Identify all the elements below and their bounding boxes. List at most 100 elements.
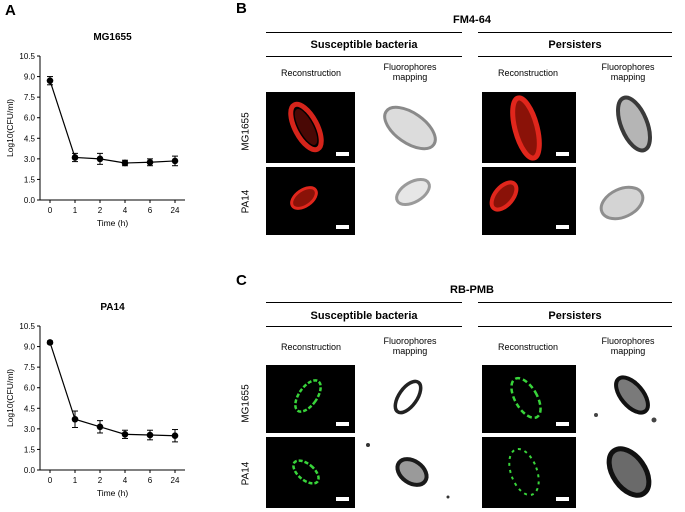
rule-b-right-2	[478, 56, 672, 57]
c-image-susceptible-pa14-recon	[266, 437, 355, 508]
panel-b-title: FM4-64	[453, 14, 491, 26]
chart-title: PA14	[100, 302, 125, 313]
scale-bar	[556, 497, 569, 501]
data-point	[171, 432, 179, 440]
panel-b-group-persisters: Persisters	[548, 39, 602, 51]
c-col-fluor-2: Fluorophores mapping	[601, 336, 655, 356]
b-col-recon-2: Reconstruction	[497, 68, 559, 78]
data-point	[71, 415, 79, 423]
y-tick-label: 3.0	[24, 425, 36, 434]
b-col-fluor-1: Fluorophores mapping	[383, 62, 437, 82]
y-tick-label: 10.5	[19, 322, 35, 331]
y-tick-label: 4.5	[24, 404, 36, 413]
rule-b-left-2	[266, 56, 462, 57]
b-image-persister-mg1655-recon	[482, 92, 576, 163]
panel-b-group-susceptible: Susceptible bacteria	[310, 39, 418, 51]
x-tick-label: 2	[98, 206, 103, 215]
chart-title: MG1655	[93, 32, 132, 43]
c-image-persister-mg1655-map	[584, 365, 672, 433]
panel-c-group-susceptible: Susceptible bacteria	[310, 310, 418, 322]
y-tick-label: 0.0	[24, 196, 36, 205]
panel-c-title: RB-PMB	[450, 284, 494, 296]
scale-bar	[556, 422, 569, 426]
panel-letter-c: C	[236, 272, 247, 289]
data-point	[46, 77, 54, 84]
scale-bar	[556, 152, 569, 156]
panel-letter-a: A	[5, 2, 16, 19]
rule-b-right	[478, 32, 672, 33]
b-image-susceptible-pa14-map	[358, 167, 458, 235]
x-axis-label: Time (h)	[97, 218, 128, 228]
y-tick-label: 9.0	[24, 343, 36, 352]
rule-c-left	[266, 302, 462, 303]
x-tick-label: 1	[73, 206, 78, 215]
y-tick-label: 0.0	[24, 466, 36, 475]
x-tick-label: 24	[171, 206, 180, 215]
y-tick-label: 3.0	[24, 155, 36, 164]
x-tick-label: 6	[148, 476, 153, 485]
c-image-persister-pa14-recon	[482, 437, 576, 508]
y-axis-label: Log10(CFU/ml)	[5, 99, 15, 157]
y-tick-label: 10.5	[19, 52, 35, 61]
b-col-fluor-2: Fluorophores mapping	[601, 62, 655, 82]
series-line	[49, 342, 176, 437]
y-tick-label: 6.0	[24, 384, 36, 393]
x-tick-label: 0	[48, 206, 53, 215]
b-col-recon-1: Reconstruction	[280, 68, 342, 78]
y-tick-label: 7.5	[24, 93, 36, 102]
x-axis-label: Time (h)	[97, 488, 128, 498]
y-tick-label: 7.5	[24, 363, 36, 372]
data-point	[46, 339, 54, 346]
b-image-persister-mg1655-map	[584, 92, 672, 163]
data-point	[146, 431, 154, 439]
b-image-susceptible-mg1655-recon	[266, 92, 355, 163]
data-point	[146, 158, 154, 166]
y-tick-label: 9.0	[24, 73, 36, 82]
c-row-pa14: PA14	[240, 461, 252, 486]
rule-c-right-2	[478, 326, 672, 327]
series-line	[49, 80, 176, 164]
panel-c-group-persisters: Persisters	[548, 310, 602, 322]
scale-bar	[336, 225, 349, 229]
c-image-susceptible-mg1655-recon	[266, 365, 355, 433]
b-row-pa14: PA14	[240, 189, 252, 214]
data-point	[96, 423, 104, 431]
scale-bar	[336, 152, 349, 156]
data-point	[71, 154, 79, 161]
b-image-susceptible-mg1655-map	[358, 92, 458, 163]
scale-bar	[336, 422, 349, 426]
c-row-mg1655: MG1655	[240, 384, 252, 423]
x-tick-label: 6	[148, 206, 153, 215]
c-image-persister-pa14-map	[584, 437, 672, 508]
c-col-recon-1: Reconstruction	[280, 342, 342, 352]
y-tick-label: 6.0	[24, 114, 36, 123]
x-tick-label: 1	[73, 476, 78, 485]
panel-letter-b: B	[236, 0, 247, 17]
rule-b-left	[266, 32, 462, 33]
x-tick-label: 4	[123, 476, 128, 485]
data-point	[121, 159, 129, 167]
data-point	[96, 155, 104, 163]
y-axis-label: Log10(CFU/ml)	[5, 369, 15, 427]
y-tick-label: 1.5	[24, 175, 36, 184]
rule-c-right	[478, 302, 672, 303]
c-image-susceptible-pa14-map	[358, 437, 458, 508]
data-point	[171, 157, 179, 165]
y-tick-label: 4.5	[24, 134, 36, 143]
x-tick-label: 4	[123, 206, 128, 215]
c-image-susceptible-mg1655-map	[358, 365, 458, 433]
y-tick-label: 1.5	[24, 445, 36, 454]
x-tick-label: 0	[48, 476, 53, 485]
rule-c-left-2	[266, 326, 462, 327]
c-image-persister-mg1655-recon	[482, 365, 576, 433]
c-col-fluor-1: Fluorophores mapping	[383, 336, 437, 356]
x-tick-label: 2	[98, 476, 103, 485]
c-col-recon-2: Reconstruction	[497, 342, 559, 352]
data-point	[121, 431, 129, 438]
scale-bar	[556, 225, 569, 229]
x-tick-label: 24	[171, 476, 180, 485]
b-row-mg1655: MG1655	[240, 112, 252, 151]
b-image-susceptible-pa14-recon	[266, 167, 355, 235]
